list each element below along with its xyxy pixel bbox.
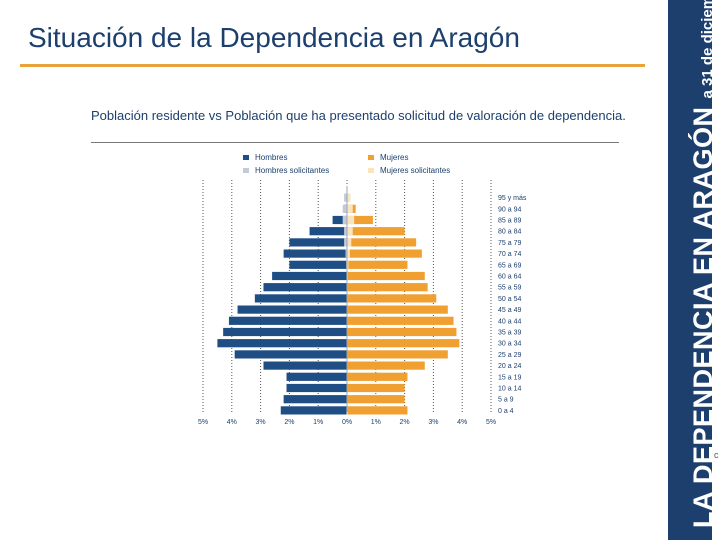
- age-group-label: 15 a 19: [498, 374, 521, 381]
- chart-title: Población residente vs Población que ha …: [91, 108, 626, 123]
- age-group-label: 0 a 4: [498, 408, 514, 415]
- x-tick-label: 3%: [256, 419, 266, 426]
- bar-hombres: [217, 339, 347, 348]
- bar-hombres-solicitantes: [344, 227, 347, 236]
- bar-mujeres: [347, 215, 373, 225]
- bar-mujeres: [347, 271, 425, 281]
- legend-label-mujeres-solicitantes: Mujeres solicitantes: [380, 166, 451, 175]
- bar-mujeres-solicitantes: [347, 227, 353, 236]
- age-group-label: 85 a 89: [498, 218, 521, 225]
- bar-hombres: [272, 271, 347, 281]
- bar-mujeres: [347, 406, 408, 415]
- age-group-label: 80 a 84: [498, 229, 521, 236]
- legend-item-hombres-solicitantes: Hombres solicitantes: [243, 166, 329, 175]
- bar-hombres: [228, 316, 347, 325]
- bar-mujeres: [347, 260, 408, 269]
- bar-mujeres-solicitantes: [347, 193, 351, 202]
- bar-hombres: [263, 283, 347, 292]
- legend-swatch-hombres-solicitantes: [243, 168, 249, 173]
- age-group-label: 45 a 49: [498, 307, 521, 314]
- bar-mujeres-solicitantes: [347, 238, 352, 247]
- age-group-label: 60 a 64: [498, 274, 521, 281]
- x-tick-label: 5%: [486, 419, 496, 426]
- legend-item-mujeres-solicitantes: Mujeres solicitantes: [368, 166, 450, 175]
- x-tick-label: 4%: [457, 419, 467, 426]
- bar-hombres: [283, 249, 347, 258]
- x-tick-label: 2%: [284, 419, 294, 426]
- bar-mujeres: [347, 316, 454, 325]
- title-underline: [20, 64, 645, 67]
- legend-label-hombres-solicitantes: Hombres solicitantes: [255, 166, 330, 175]
- age-group-label: 30 a 34: [498, 341, 521, 348]
- bar-mujeres-solicitantes: [347, 204, 353, 213]
- legend-item-hombres: Hombres: [243, 153, 287, 162]
- bar-hombres: [289, 238, 347, 247]
- legend-swatch-mujeres-solicitantes: [368, 168, 374, 173]
- age-group-label: 90 a 94: [498, 206, 521, 213]
- x-tick-label: 0%: [342, 419, 352, 426]
- bar-mujeres: [347, 227, 405, 236]
- bar-mujeres: [347, 395, 405, 404]
- bar-mujeres: [347, 294, 437, 303]
- bar-hombres: [234, 350, 347, 359]
- bar-mujeres-solicitantes: [347, 249, 350, 258]
- bar-mujeres: [347, 339, 460, 348]
- x-tick-label: 1%: [313, 419, 323, 426]
- x-tick-label: 5%: [198, 419, 208, 426]
- slide-title: Situación de la Dependencia en Aragón: [28, 22, 520, 53]
- bar-hombres-solicitantes: [344, 238, 347, 247]
- legend-swatch-hombres: [243, 155, 249, 160]
- bar-mujeres: [347, 361, 425, 370]
- x-tick-label: 2%: [400, 419, 410, 426]
- bar-hombres: [286, 372, 347, 381]
- bar-hombres: [332, 215, 347, 225]
- age-group-label: 55 a 59: [498, 285, 521, 292]
- bar-hombres: [286, 383, 347, 393]
- chart-title-rule: [91, 142, 619, 143]
- bar-hombres: [237, 305, 347, 314]
- edge-mark: c: [714, 450, 719, 460]
- age-group-label: 25 a 29: [498, 352, 521, 359]
- bar-mujeres: [347, 383, 405, 393]
- bar-hombres: [309, 227, 347, 236]
- side-banner: LA DEPENDENCIA EN ARAGÓNa 31 de diciembr…: [668, 0, 718, 540]
- bar-mujeres: [347, 238, 417, 247]
- legend-swatch-mujeres: [368, 155, 374, 160]
- age-group-label: 10 a 14: [498, 386, 521, 393]
- bar-mujeres: [347, 249, 422, 258]
- legend-label-hombres: Hombres: [255, 153, 288, 162]
- bar-mujeres: [347, 283, 428, 292]
- bar-mujeres: [347, 327, 457, 337]
- age-group-label: 75 a 79: [498, 240, 521, 247]
- bar-hombres-solicitantes: [344, 193, 347, 202]
- bar-mujeres: [347, 350, 448, 359]
- age-group-label: 35 a 39: [498, 330, 521, 337]
- bar-mujeres-solicitantes: [347, 215, 355, 225]
- age-group-label: 50 a 54: [498, 296, 521, 303]
- bar-hombres: [223, 327, 347, 337]
- age-group-label: 5 a 9: [498, 397, 514, 404]
- bar-hombres-solicitantes: [342, 204, 347, 213]
- bar-hombres: [254, 294, 347, 303]
- bar-hombres: [280, 406, 347, 415]
- bar-hombres-solicitantes: [342, 215, 347, 225]
- age-group-label: 70 a 74: [498, 251, 521, 258]
- legend-label-mujeres: Mujeres: [380, 153, 409, 162]
- bar-mujeres: [347, 372, 408, 381]
- x-tick-label: 4%: [227, 419, 237, 426]
- age-group-label: 65 a 69: [498, 262, 521, 269]
- bar-hombres-solicitantes: [345, 249, 347, 258]
- bar-mujeres: [347, 305, 448, 314]
- x-tick-label: 3%: [428, 419, 438, 426]
- bar-hombres: [283, 395, 347, 404]
- x-tick-label: 1%: [371, 419, 381, 426]
- age-group-label: 20 a 24: [498, 363, 521, 370]
- bar-mujeres-solicitantes: [347, 260, 349, 269]
- bar-hombres: [263, 361, 347, 370]
- age-group-label: 95 y más: [498, 195, 527, 202]
- bar-hombres: [289, 260, 347, 269]
- legend-item-mujeres: Mujeres: [368, 153, 408, 162]
- age-group-label: 40 a 44: [498, 318, 521, 325]
